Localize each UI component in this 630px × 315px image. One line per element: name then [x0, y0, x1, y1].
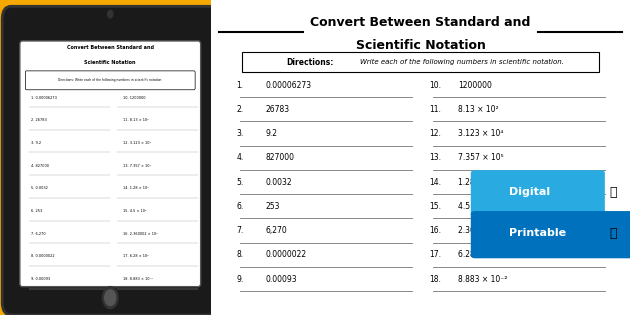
- Text: 6. 253: 6. 253: [31, 209, 42, 213]
- Text: 18. 8.883 × 10⁻²: 18. 8.883 × 10⁻²: [123, 277, 153, 281]
- Text: 9. 0.00093: 9. 0.00093: [31, 277, 50, 281]
- Text: 8.: 8.: [236, 250, 243, 259]
- Text: 16. 2.360002 × 10³: 16. 2.360002 × 10³: [123, 232, 158, 236]
- FancyBboxPatch shape: [471, 170, 605, 217]
- Text: 1. 0.00006273: 1. 0.00006273: [31, 96, 57, 100]
- Circle shape: [105, 290, 116, 306]
- Text: Convert Between Standard and: Convert Between Standard and: [311, 15, 530, 29]
- Text: 10.: 10.: [429, 81, 441, 89]
- Text: 7.: 7.: [236, 226, 243, 235]
- Text: 17.: 17.: [429, 250, 441, 259]
- Text: 8. 0.0000022: 8. 0.0000022: [31, 255, 55, 258]
- Text: 4. 827000: 4. 827000: [31, 164, 49, 168]
- Text: 4.: 4.: [236, 153, 243, 162]
- Text: 15.: 15.: [429, 202, 441, 211]
- FancyBboxPatch shape: [211, 0, 630, 315]
- Text: Write each of the following numbers in scientific notation.: Write each of the following numbers in s…: [360, 59, 564, 65]
- Text: Directions: Write each of the following numbers in scientific notation.: Directions: Write each of the following …: [58, 78, 163, 82]
- FancyBboxPatch shape: [471, 211, 630, 258]
- Text: 12.: 12.: [429, 129, 441, 138]
- Text: 10. 1200000: 10. 1200000: [123, 96, 146, 100]
- Text: 🖨: 🖨: [609, 226, 617, 240]
- Text: 0.0032: 0.0032: [265, 178, 292, 186]
- Text: 📱: 📱: [609, 186, 617, 199]
- Text: 11. 8.13 × 10²: 11. 8.13 × 10²: [123, 118, 149, 122]
- Text: 5.: 5.: [236, 178, 243, 186]
- Text: 14. 1.28 × 10²: 14. 1.28 × 10²: [123, 186, 149, 190]
- FancyBboxPatch shape: [25, 71, 195, 90]
- Text: 1200000: 1200000: [458, 81, 492, 89]
- Text: 6,270: 6,270: [265, 226, 287, 235]
- FancyBboxPatch shape: [3, 6, 218, 315]
- Text: 15. 4.5 × 10³: 15. 4.5 × 10³: [123, 209, 147, 213]
- Text: Scientific Notation: Scientific Notation: [355, 39, 486, 52]
- Text: 2.360002 × 10³: 2.360002 × 10³: [458, 226, 518, 235]
- Text: 5. 0.0032: 5. 0.0032: [31, 186, 48, 190]
- Text: 7.357 × 10⁵: 7.357 × 10⁵: [458, 153, 504, 162]
- Text: Convert Between Standard and: Convert Between Standard and: [67, 45, 154, 50]
- Text: 9.2: 9.2: [265, 129, 277, 138]
- Text: 17. 6.28 × 10²: 17. 6.28 × 10²: [123, 255, 149, 258]
- Text: 9.: 9.: [236, 275, 243, 284]
- Text: Printable: Printable: [508, 228, 566, 238]
- Text: 8.883 × 10⁻²: 8.883 × 10⁻²: [458, 275, 508, 284]
- FancyBboxPatch shape: [20, 41, 200, 287]
- Text: 14.: 14.: [429, 178, 441, 186]
- Text: 16.: 16.: [429, 226, 441, 235]
- Text: 2. 26783: 2. 26783: [31, 118, 47, 122]
- Text: 0.0000022: 0.0000022: [265, 250, 307, 259]
- Text: 6.28 × 10²: 6.28 × 10²: [458, 250, 499, 259]
- Text: 13.: 13.: [429, 153, 441, 162]
- Text: Scientific Notation: Scientific Notation: [84, 60, 136, 66]
- Text: 7. 6,270: 7. 6,270: [31, 232, 45, 236]
- Text: 1.28 × 10²: 1.28 × 10²: [458, 178, 499, 186]
- Text: 2.: 2.: [236, 105, 243, 114]
- Text: 3.: 3.: [236, 129, 243, 138]
- Text: 6.: 6.: [236, 202, 243, 211]
- Text: Directions:: Directions:: [287, 58, 334, 66]
- FancyBboxPatch shape: [243, 52, 598, 72]
- Circle shape: [108, 10, 113, 18]
- Text: 0.00006273: 0.00006273: [265, 81, 312, 89]
- Text: 4.5 × 10³: 4.5 × 10³: [458, 202, 494, 211]
- Circle shape: [103, 287, 118, 309]
- Text: 253: 253: [265, 202, 280, 211]
- Text: 8.13 × 10²: 8.13 × 10²: [458, 105, 499, 114]
- Text: 12. 3.123 × 10⁴: 12. 3.123 × 10⁴: [123, 141, 151, 145]
- Text: 0.00093: 0.00093: [265, 275, 297, 284]
- Text: 827000: 827000: [265, 153, 294, 162]
- Text: 3.123 × 10⁴: 3.123 × 10⁴: [458, 129, 503, 138]
- Text: 18.: 18.: [429, 275, 441, 284]
- Text: 3. 9.2: 3. 9.2: [31, 141, 41, 145]
- Text: Digital: Digital: [508, 187, 549, 197]
- Text: 26783: 26783: [265, 105, 290, 114]
- Text: 11.: 11.: [429, 105, 441, 114]
- Text: 1.: 1.: [236, 81, 243, 89]
- Text: 13. 7.357 × 10⁵: 13. 7.357 × 10⁵: [123, 164, 151, 168]
